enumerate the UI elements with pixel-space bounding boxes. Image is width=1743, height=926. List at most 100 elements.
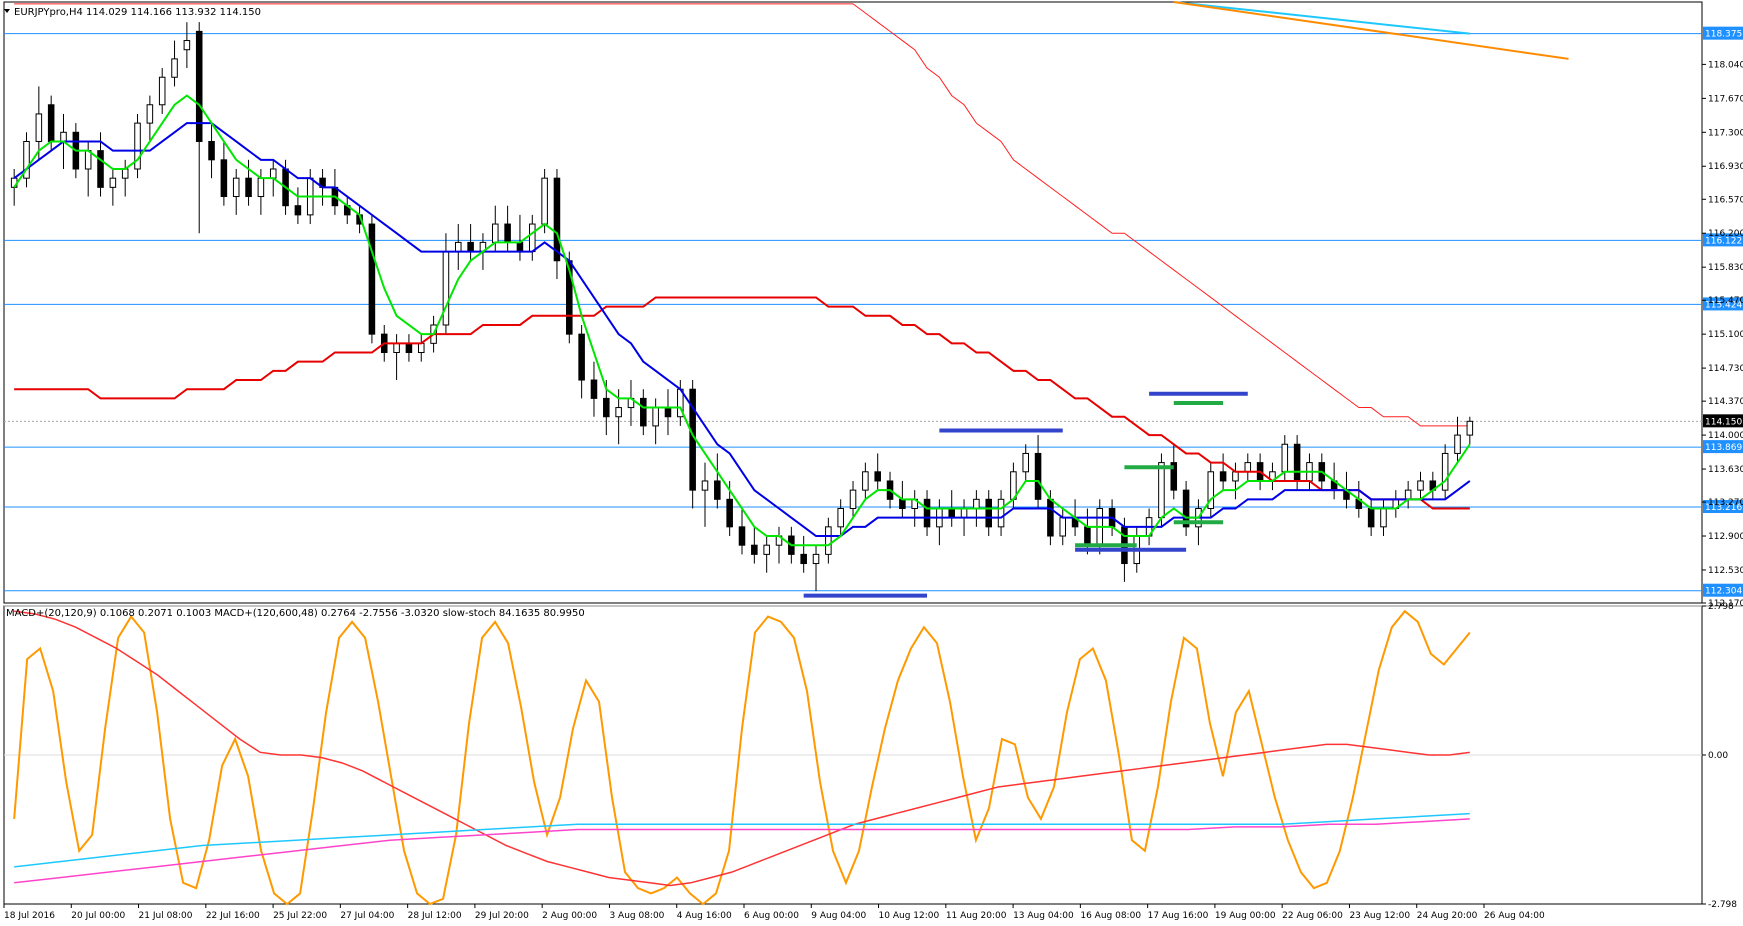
- candle-body: [158, 76, 166, 106]
- candle-body: [837, 507, 844, 528]
- candle-body: [652, 407, 659, 427]
- y-tick-label: 113.630: [1708, 465, 1743, 475]
- candle-body: [553, 177, 561, 262]
- x-tick-label: 6 Aug 00:00: [744, 911, 799, 921]
- candle-body: [208, 140, 215, 161]
- candle-body: [1232, 471, 1239, 482]
- candle-body: [47, 104, 55, 142]
- y-tick-label: 116.930: [1708, 162, 1743, 172]
- candle-body: [35, 113, 43, 142]
- candle-body: [1059, 517, 1067, 537]
- candle-body: [121, 168, 129, 179]
- candle-body: [726, 498, 733, 528]
- candle-body: [529, 223, 536, 253]
- candle-body: [1244, 462, 1252, 473]
- current-price-label: 114.150: [1705, 417, 1742, 427]
- candle-body: [516, 241, 524, 253]
- candle-body: [1182, 489, 1190, 528]
- candle-body: [269, 168, 277, 179]
- mid-ma-line: [13, 122, 1471, 538]
- candle-body: [1380, 507, 1387, 528]
- candle-body: [1022, 452, 1030, 473]
- symbol-caption: EURJPYpro,H4 114.029 114.166 113.932 114…: [14, 7, 261, 18]
- x-tick-label: 13 Aug 04:00: [1013, 911, 1074, 921]
- candle-body: [232, 177, 240, 198]
- indicator-series-line: [13, 609, 1471, 906]
- y-tick-label: 114.370: [1708, 397, 1743, 407]
- candle-body: [1293, 443, 1301, 482]
- candle-body: [492, 223, 499, 243]
- trendline: [1173, 1, 1569, 60]
- candle-body: [1404, 489, 1412, 500]
- y-tick-label: 114.000: [1708, 431, 1743, 441]
- level-price-label: 113.216: [1705, 503, 1742, 513]
- y-tick-label: 112.170: [1708, 599, 1743, 609]
- candle-body: [923, 498, 931, 528]
- x-tick-label: 28 Jul 12:00: [408, 911, 462, 921]
- level-price-tag: [1703, 500, 1743, 514]
- candle-body: [220, 159, 228, 198]
- indicator-y-tick-label: 2.798: [1708, 602, 1734, 612]
- x-tick-label: 24 Aug 20:00: [1417, 911, 1478, 921]
- price-panel-frame: [3, 1, 1703, 604]
- y-tick-label: 115.830: [1708, 263, 1743, 273]
- candle-body: [640, 397, 647, 427]
- level-price-tag: [1703, 583, 1743, 597]
- candle-body: [405, 342, 413, 354]
- x-tick-label: 26 Aug 04:00: [1484, 911, 1545, 921]
- level-price-label: 115.424: [1705, 300, 1742, 310]
- candle-body: [294, 205, 302, 216]
- candle-body: [1170, 462, 1178, 491]
- level-price-tag: [1703, 440, 1743, 454]
- y-tick-label: 116.570: [1708, 195, 1743, 205]
- x-tick-label: 22 Jul 16:00: [206, 911, 260, 921]
- y-tick-label: 115.100: [1708, 330, 1743, 340]
- indicator-series-line: [14, 818, 1470, 884]
- x-tick-label: 11 Aug 20:00: [946, 911, 1007, 921]
- current-price-tag: [1703, 414, 1743, 428]
- x-tick-label: 20 Jul 00:00: [71, 911, 125, 921]
- indicator-series-line: [14, 812, 1470, 868]
- candle-body: [1417, 480, 1424, 491]
- level-price-label: 113.869: [1705, 443, 1742, 453]
- candle-body: [1034, 452, 1042, 500]
- candle-body: [615, 407, 622, 418]
- candle-body: [862, 471, 869, 491]
- candle-body: [1454, 434, 1461, 454]
- candle-body: [183, 40, 191, 51]
- candle-body: [1084, 526, 1091, 546]
- level-price-label: 112.304: [1705, 587, 1742, 597]
- candle-body: [899, 498, 906, 509]
- candle-body: [849, 489, 857, 509]
- candle-body: [1281, 443, 1289, 473]
- candle-body: [800, 553, 807, 565]
- x-tick-label: 22 Aug 06:00: [1282, 911, 1343, 921]
- y-tick-label: 114.730: [1708, 364, 1743, 374]
- candle-body: [1158, 462, 1165, 519]
- candle-body: [578, 333, 585, 381]
- x-tick-label: 27 Jul 04:00: [340, 911, 394, 921]
- candle-body: [467, 241, 474, 253]
- x-tick-label: 4 Aug 16:00: [677, 911, 732, 921]
- candle-body: [417, 342, 425, 354]
- y-tick-label: 112.530: [1708, 566, 1743, 576]
- candle-body: [97, 150, 104, 188]
- x-tick-label: 29 Jul 20:00: [475, 911, 529, 921]
- candle-body: [997, 498, 1005, 528]
- candle-body: [590, 379, 598, 399]
- fast-ma-line: [13, 94, 1471, 547]
- dropdown-triangle-icon[interactable]: [4, 9, 10, 13]
- candle-body: [84, 150, 92, 170]
- x-tick-label: 21 Jul 08:00: [139, 911, 193, 921]
- candle-body: [751, 544, 758, 555]
- slow-ma-line: [14, 296, 1470, 510]
- candle-body: [60, 131, 67, 142]
- candle-body: [948, 507, 955, 519]
- y-tick-label: 117.670: [1708, 94, 1743, 104]
- level-price-tag: [1703, 26, 1743, 40]
- candle-body: [541, 177, 548, 225]
- candle-body: [1367, 507, 1375, 528]
- candle-body: [368, 223, 376, 335]
